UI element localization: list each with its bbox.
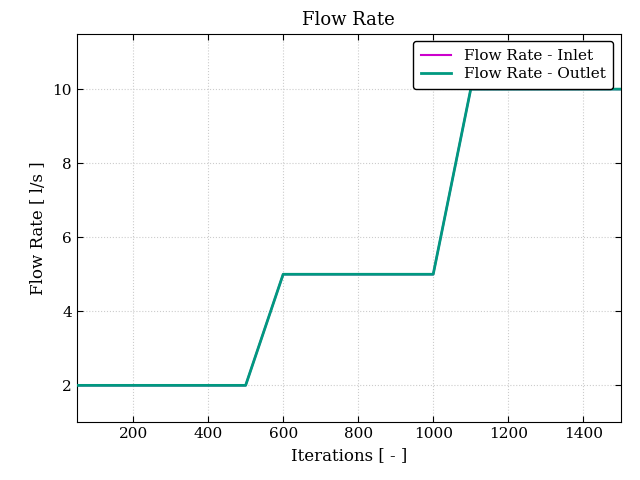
- Flow Rate - Inlet: [73, 383, 81, 388]
- Flow Rate - Outlet: [467, 86, 475, 92]
- Line: Flow Rate - Outlet: Flow Rate - Outlet: [77, 89, 621, 385]
- X-axis label: Iterations [ - ]: Iterations [ - ]: [291, 447, 407, 464]
- Flow Rate - Inlet: [429, 271, 437, 277]
- Y-axis label: Flow Rate [ l/s ]: Flow Rate [ l/s ]: [30, 161, 47, 295]
- Flow Rate - Outlet: [73, 383, 81, 388]
- Flow Rate - Outlet: [617, 86, 625, 92]
- Flow Rate - Inlet: [279, 271, 287, 277]
- Flow Rate - Inlet: [617, 86, 625, 92]
- Title: Flow Rate: Flow Rate: [303, 11, 395, 29]
- Flow Rate - Outlet: [242, 383, 250, 388]
- Line: Flow Rate - Inlet: Flow Rate - Inlet: [77, 89, 621, 385]
- Flow Rate - Inlet: [467, 86, 475, 92]
- Flow Rate - Outlet: [279, 271, 287, 277]
- Legend: Flow Rate - Inlet, Flow Rate - Outlet: Flow Rate - Inlet, Flow Rate - Outlet: [413, 41, 613, 89]
- Flow Rate - Inlet: [242, 383, 250, 388]
- Flow Rate - Outlet: [429, 271, 437, 277]
